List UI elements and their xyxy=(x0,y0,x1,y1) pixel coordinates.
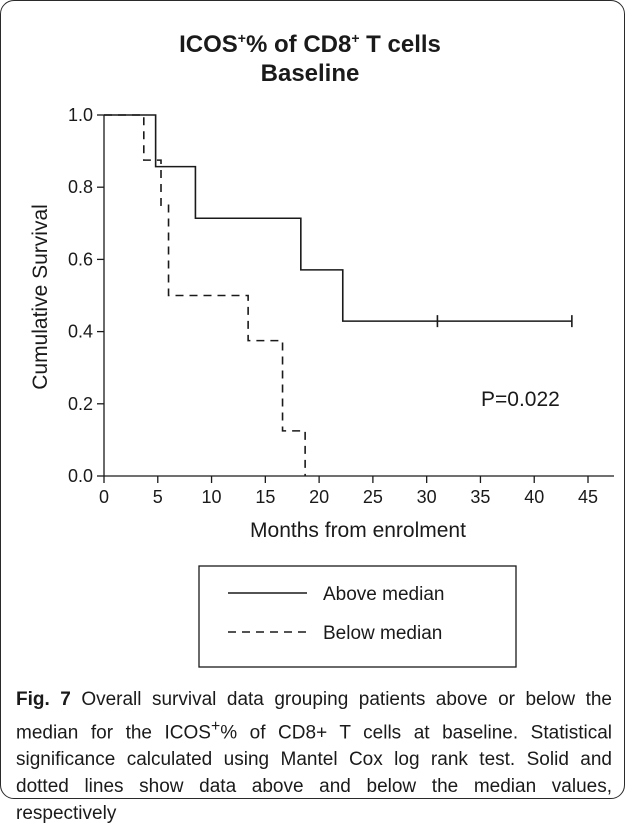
chart-title: ICOS+% of CD8+ T cells xyxy=(179,30,441,58)
caption-sup: + xyxy=(210,718,221,735)
legend-label-below-median: Below median xyxy=(323,623,442,644)
y-tick-label: 0.0 xyxy=(68,466,93,486)
p-value-annotation: P=0.022 xyxy=(481,388,560,411)
x-axis-label: Months from enrolment xyxy=(250,519,466,542)
x-tick-label: 30 xyxy=(417,487,437,507)
caption-text-b: % of CD8+ T cells at baseline. Statistic… xyxy=(16,722,612,825)
caption-label: Fig. 7 xyxy=(16,689,71,710)
x-tick-label: 25 xyxy=(363,487,383,507)
chart-subtitle: Baseline xyxy=(261,60,360,87)
y-tick-label: 0.2 xyxy=(68,394,93,414)
y-axis-label: Cumulative Survival xyxy=(29,204,52,390)
x-tick-label: 45 xyxy=(578,487,598,507)
x-tick-label: 15 xyxy=(255,487,275,507)
x-tick-label: 40 xyxy=(524,487,544,507)
y-tick-label: 0.6 xyxy=(68,249,93,269)
survival-curve-above-median xyxy=(104,114,572,322)
x-tick-label: 20 xyxy=(309,487,329,507)
y-tick-label: 0.8 xyxy=(68,177,93,197)
figure-caption: Fig. 7 Overall survival data grouping pa… xyxy=(16,686,612,827)
x-tick-label: 10 xyxy=(202,487,222,507)
legend-label-above-median: Above median xyxy=(323,584,444,605)
caption-text-a: Overall survival data grouping patients … xyxy=(16,689,612,744)
legend-box xyxy=(198,565,517,668)
y-tick-label: 1.0 xyxy=(68,105,93,125)
survival-chart: ICOS+% of CD8+ T cells Baseline Cumulati… xyxy=(29,30,614,668)
x-tick-label: 35 xyxy=(470,487,490,507)
y-tick-label: 0.4 xyxy=(68,322,93,342)
x-tick-label: 0 xyxy=(99,487,109,507)
survival-curve-below-median xyxy=(104,114,306,476)
x-tick-label: 5 xyxy=(153,487,163,507)
